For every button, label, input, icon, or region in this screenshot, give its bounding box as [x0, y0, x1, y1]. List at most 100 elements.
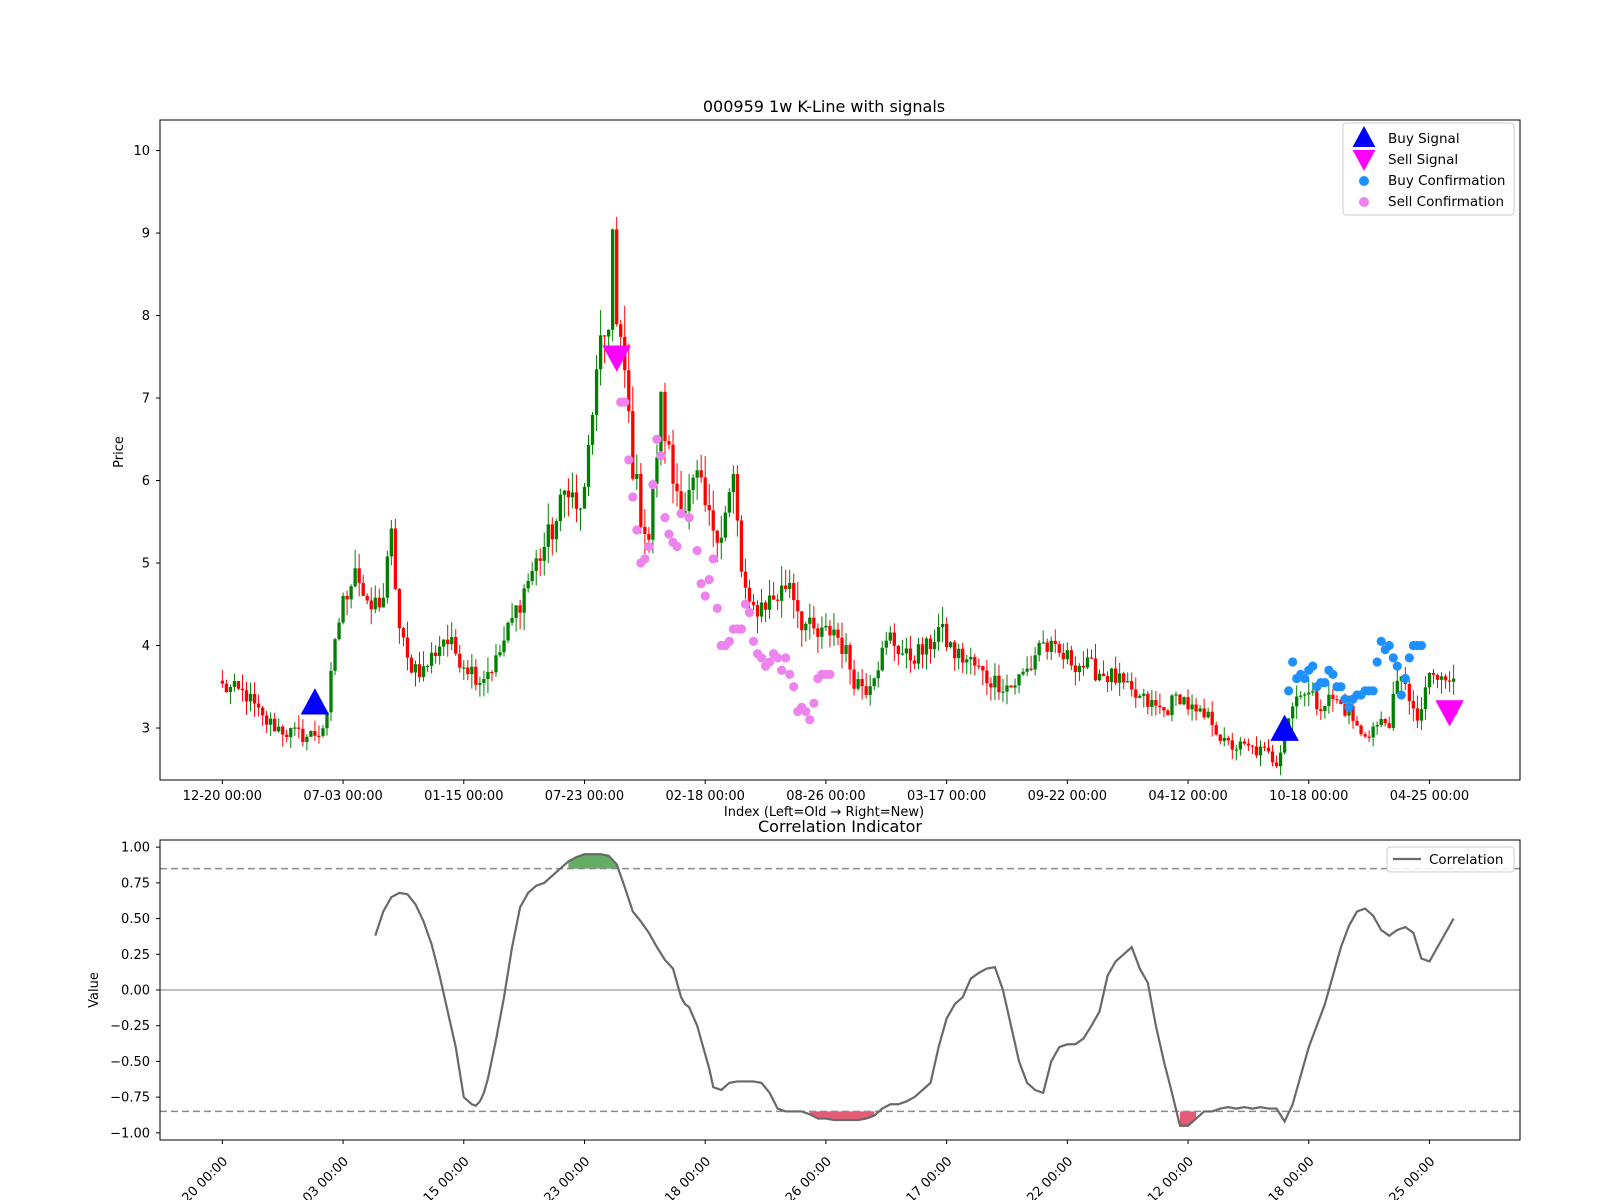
sell-confirmation-point [672, 541, 682, 552]
corr-x-tick-label: 04-12 00:00 [1130, 1154, 1197, 1200]
candle-body [953, 642, 957, 659]
candle-body [1093, 658, 1098, 681]
candle-body [277, 726, 281, 732]
candle-body [325, 712, 329, 729]
candle-body [598, 335, 603, 370]
low-correlation-fill [1180, 1111, 1197, 1126]
candle-body [425, 665, 430, 668]
candle-body [723, 512, 727, 538]
candle-body [1198, 708, 1202, 712]
candle-body [502, 640, 506, 653]
candle-body [462, 667, 466, 669]
candle-body [264, 715, 269, 725]
candle-body [800, 611, 804, 631]
candle-body [816, 628, 820, 637]
candle-body [574, 492, 579, 509]
candle-body [1005, 685, 1009, 692]
buy-confirmation-point [1284, 686, 1294, 696]
correlation-frame [159, 839, 1521, 1141]
corr-y-tick-label: −0.75 [110, 1091, 150, 1106]
candle-body [248, 693, 253, 702]
correlation-x-axis: 12-20 00:00 07-03 00:00 01-15 00:00 07-23 0… [164, 1140, 1438, 1200]
candle-body [1391, 693, 1395, 728]
candle-body [337, 622, 341, 640]
candle-body [442, 639, 446, 647]
candle-body [792, 582, 796, 601]
candle-body [848, 645, 852, 670]
candle-body [1190, 704, 1194, 710]
buy-confirmation-point [1300, 673, 1310, 684]
candle-body [554, 521, 558, 540]
candle-body [1210, 711, 1214, 726]
sell-confirmation-point [704, 574, 714, 585]
candle-body [699, 470, 703, 478]
kline-y-tick-label: 5 [142, 557, 150, 572]
candle-body [1218, 734, 1222, 741]
candle-body [1351, 705, 1355, 721]
candle-body [1379, 719, 1383, 726]
candle-body [1001, 691, 1005, 693]
sell-confirmation-point [809, 698, 819, 708]
candle-body [631, 411, 635, 479]
candle-body [252, 693, 257, 704]
candle-body [446, 639, 450, 645]
kline-y-tick-label: 7 [142, 392, 150, 407]
candle-body [220, 680, 225, 684]
candle-body [864, 686, 868, 695]
legend-buy-signal-icon [1352, 126, 1376, 147]
buy-signal-marker [300, 688, 330, 715]
candle-body [767, 595, 772, 610]
candle-body [530, 570, 534, 581]
buy-confirmation-point [1416, 640, 1427, 651]
corr-y-tick-label: 0.00 [121, 984, 150, 999]
candle-body [973, 657, 977, 666]
candle-body [1045, 642, 1049, 652]
candlesticks [220, 216, 1456, 776]
candle-body [844, 645, 848, 654]
buy-confirmation-point [1392, 661, 1402, 671]
candle-body [1226, 737, 1230, 741]
corr-y-tick-label: 0.25 [121, 948, 150, 963]
kline-x-tick-label: 08-26 00:00 [786, 789, 865, 804]
candle-body [1069, 650, 1074, 666]
candle-body [739, 520, 744, 572]
candle-body [369, 600, 373, 610]
buy-confirmation-point [1340, 694, 1350, 704]
candle-body [808, 617, 812, 624]
sell-confirmation-point [825, 669, 835, 680]
candle-body [856, 679, 860, 689]
candle-body [437, 646, 442, 657]
candle-body [433, 652, 438, 657]
candle-body [1331, 694, 1335, 700]
candle-body [751, 601, 756, 606]
candle-body [703, 477, 707, 506]
candle-body [675, 483, 679, 492]
candle-body [969, 657, 973, 660]
candle-body [796, 600, 800, 612]
corr-y-tick-label: 1.00 [121, 841, 150, 856]
candle-body [1174, 694, 1178, 696]
candle-body [1170, 695, 1174, 716]
kline-xlabel: Index (Left=Old → Right=New) [724, 805, 924, 820]
buy-confirmation-point [1368, 686, 1378, 696]
candle-body [896, 645, 900, 655]
buy-confirmation-point [1396, 690, 1406, 700]
candle-body [228, 686, 233, 693]
candle-body [590, 414, 595, 445]
candle-body [293, 727, 297, 729]
candle-body [1295, 696, 1299, 707]
candle-body [538, 558, 542, 561]
candle-body [1013, 685, 1017, 688]
sell-confirmation-point [620, 397, 630, 407]
sell-confirmation-point [712, 603, 722, 614]
sell-confirmation-point [696, 579, 706, 589]
candle-body [409, 657, 414, 673]
candle-body [1431, 672, 1436, 675]
candle-body [301, 728, 305, 742]
candle-body [1230, 740, 1234, 750]
sell-confirmation-point [777, 665, 787, 675]
candle-body [361, 582, 365, 596]
corr-x-tick-label: 07-03 00:00 [285, 1154, 352, 1200]
sell-confirmation-point [756, 653, 767, 663]
